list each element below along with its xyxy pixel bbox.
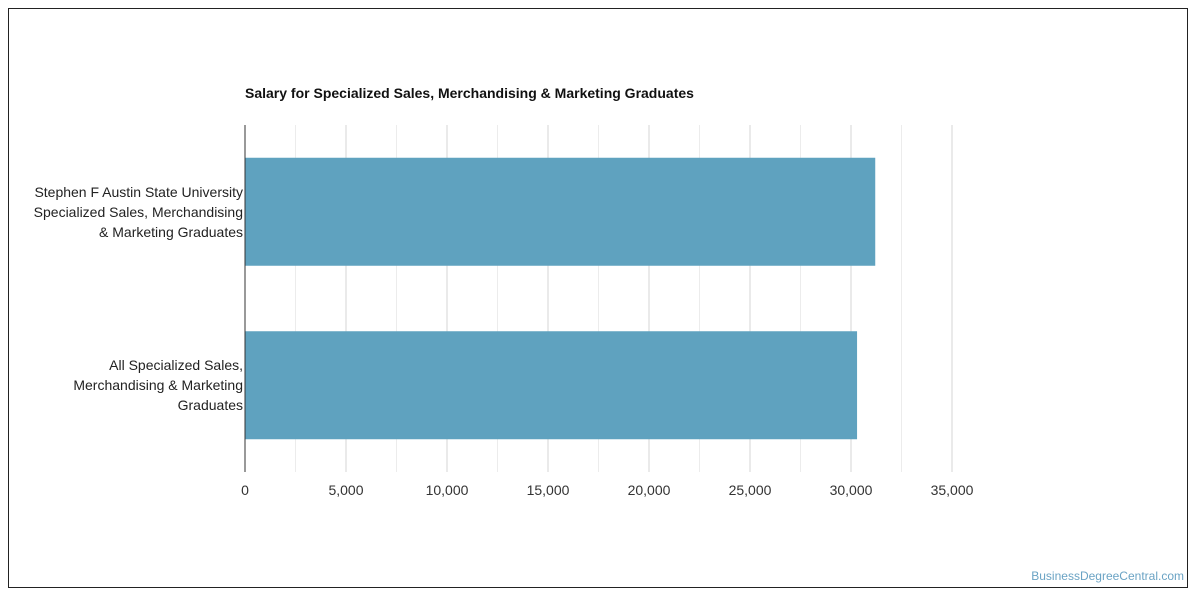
x-tick-label: 15,000 bbox=[527, 482, 570, 498]
x-tick-label: 5,000 bbox=[328, 482, 363, 498]
source-watermark[interactable]: BusinessDegreeCentral.com bbox=[1031, 569, 1184, 583]
chart-title: Salary for Specialized Sales, Merchandis… bbox=[245, 85, 694, 101]
x-tick-label: 0 bbox=[241, 482, 249, 498]
category-label-stephen-f-austin: Stephen F Austin State University Specia… bbox=[33, 184, 243, 240]
bar-0 bbox=[245, 157, 876, 266]
x-tick-label: 20,000 bbox=[628, 482, 671, 498]
x-tick-label: 25,000 bbox=[729, 482, 772, 498]
x-tick-label: 35,000 bbox=[931, 482, 974, 498]
x-tick-label: 30,000 bbox=[830, 482, 873, 498]
x-tick-label: 10,000 bbox=[426, 482, 469, 498]
category-label-all-graduates: All Specialized Sales, Merchandising & M… bbox=[73, 357, 243, 413]
bar-1 bbox=[245, 331, 858, 440]
